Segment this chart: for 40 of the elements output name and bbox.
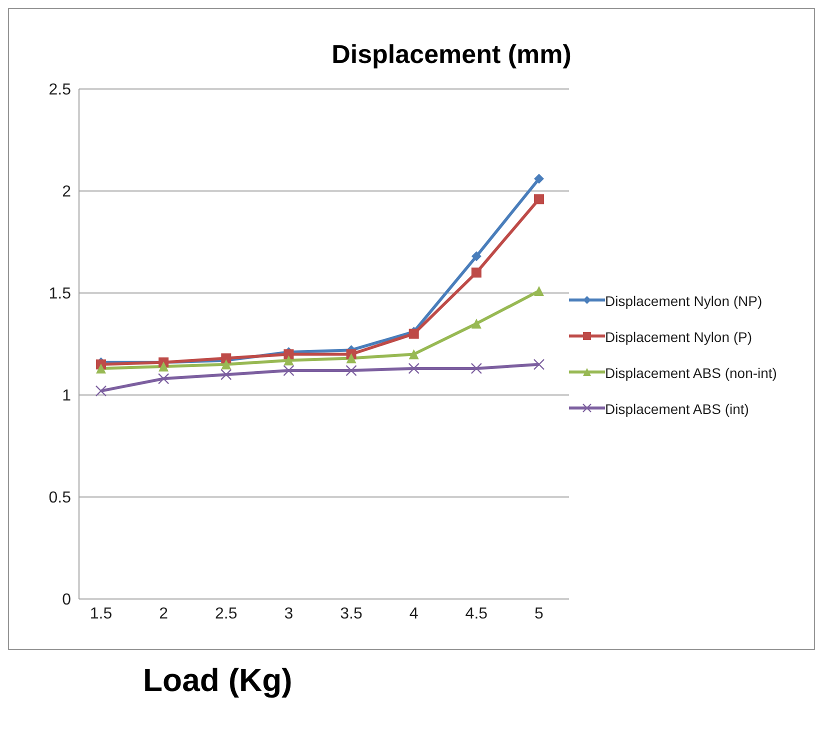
- point: [284, 355, 294, 366]
- point: [96, 363, 106, 374]
- point: [95, 385, 107, 397]
- point: [534, 286, 544, 296]
- x-axis-title: Load (Kg): [142, 661, 294, 699]
- x-tick-label: 2: [159, 605, 168, 622]
- y-tick-label: 0: [62, 592, 72, 609]
- x-tick-label: 3: [284, 605, 294, 622]
- point: [283, 364, 294, 376]
- y-tick-label: 2: [62, 184, 72, 201]
- y-tick-label: 1: [62, 388, 72, 405]
- legend-label: Displacement Nylon (P): [605, 328, 752, 346]
- x-tick-label: 4.5: [465, 605, 488, 622]
- point: [408, 362, 420, 374]
- point: [408, 349, 419, 360]
- y-tick-label: 0.5: [48, 490, 72, 507]
- x-tick-label: 4: [409, 605, 418, 622]
- legend-label: Displacement ABS (non-int): [605, 364, 777, 382]
- point: [470, 362, 482, 374]
- point: [346, 353, 356, 364]
- point: [471, 268, 482, 278]
- point: [471, 318, 482, 329]
- legend-label: Displacement ABS (int): [605, 400, 749, 418]
- x-tick-label: 2.5: [215, 605, 238, 622]
- point: [534, 194, 544, 204]
- chart-title: Displacement (mm): [330, 38, 572, 71]
- x-tick-label: 3.5: [340, 605, 363, 622]
- point: [158, 361, 169, 372]
- point: [221, 359, 232, 370]
- x-tick-label: 1.5: [90, 605, 112, 622]
- x-tick-label: 5: [534, 605, 544, 622]
- point: [158, 373, 170, 384]
- y-tick-label: 1.5: [48, 286, 72, 303]
- point: [471, 251, 482, 262]
- point: [533, 358, 545, 370]
- point: [534, 174, 544, 184]
- y-tick-label: 2.5: [48, 82, 72, 99]
- point: [346, 364, 357, 376]
- legend-label: Displacement Nylon (NP): [605, 292, 762, 310]
- point: [220, 369, 232, 380]
